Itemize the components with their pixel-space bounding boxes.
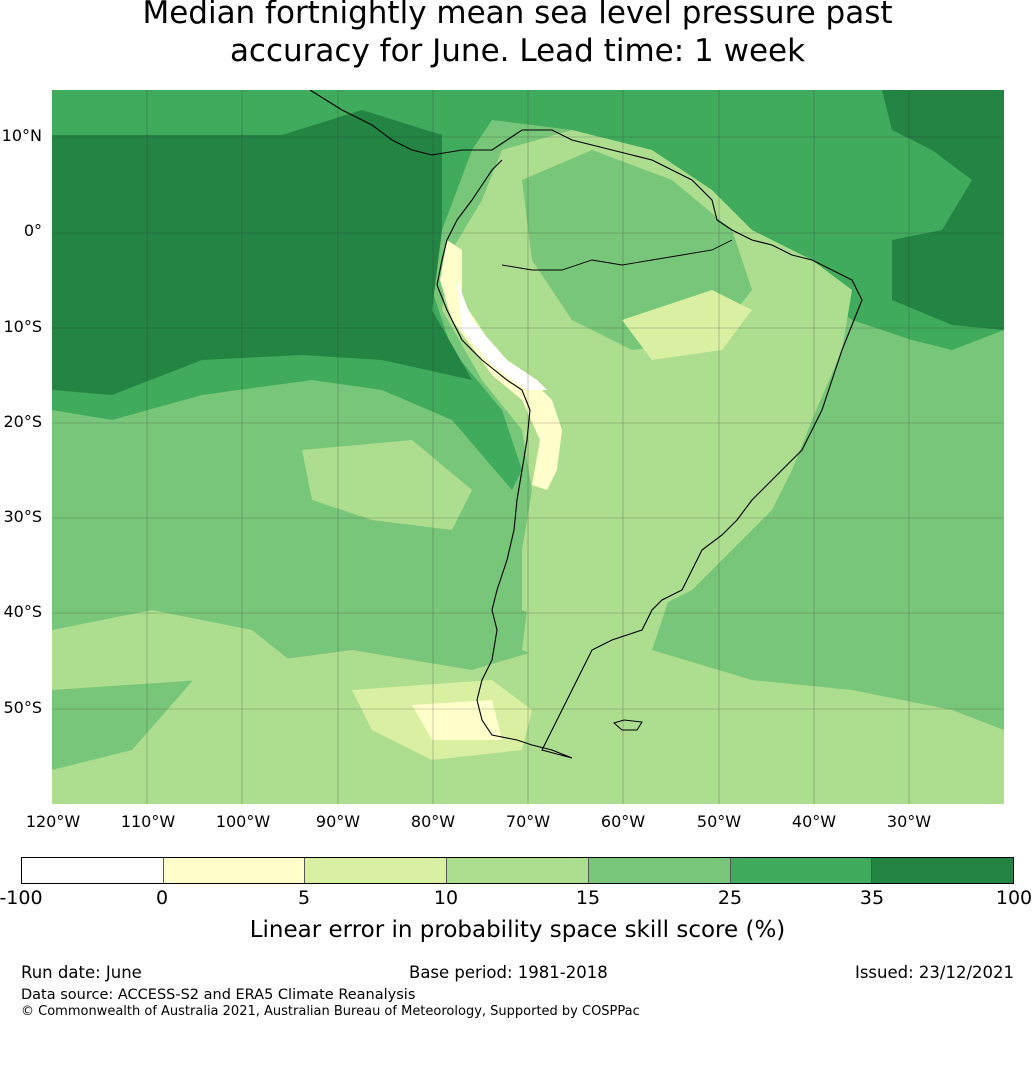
very-high-skill-atlantic xyxy=(882,90,1004,330)
colorbar xyxy=(21,857,1014,884)
lat-label-40s: 40°S xyxy=(3,602,42,621)
lat-label-0: 0° xyxy=(23,221,42,240)
pacific-patch xyxy=(302,440,472,530)
lon-label-120w: 120°W xyxy=(25,812,81,831)
title-line-1: Median fortnightly mean sea level pressu… xyxy=(142,0,893,31)
colorbar-segment xyxy=(22,858,164,883)
run-date: Run date: June xyxy=(21,963,142,982)
colorbar-segment xyxy=(730,858,873,883)
skill-score-map xyxy=(52,90,1004,804)
colorbar-tick: 15 xyxy=(575,887,601,909)
lat-label-50s: 50°S xyxy=(3,698,42,717)
colorbar-segment xyxy=(305,858,448,883)
colorbar-tick: 35 xyxy=(859,887,885,909)
lon-label-110w: 110°W xyxy=(120,812,176,831)
title-line-2: accuracy for June. Lead time: 1 week xyxy=(229,33,806,69)
issued-date: Issued: 23/12/2021 xyxy=(854,963,1014,982)
lon-label-80w: 80°W xyxy=(410,812,456,831)
map-title: Median fortnightly mean sea level pressu… xyxy=(0,0,1035,70)
falkland-islands xyxy=(612,719,643,731)
copyright: © Commonwealth of Australia 2021, Austra… xyxy=(21,1004,640,1019)
lat-label-30s: 30°S xyxy=(3,507,42,526)
coastline xyxy=(309,90,863,759)
lat-label-10n: 10°N xyxy=(1,126,42,145)
lon-label-90w: 90°W xyxy=(315,812,361,831)
south-pacific-patch xyxy=(52,610,302,690)
lon-label-40w: 40°W xyxy=(791,812,837,831)
graticule xyxy=(52,90,1004,804)
lon-label-70w: 70°W xyxy=(505,812,551,831)
colorbar-tick: 25 xyxy=(717,887,743,909)
very-high-skill-pacific xyxy=(52,110,472,395)
colorbar-tick: 100 xyxy=(995,887,1033,909)
patagonia-patch xyxy=(522,560,672,670)
data-source: Data source: ACCESS-S2 and ERA5 Climate … xyxy=(21,987,416,1003)
colorbar-label: Linear error in probability space skill … xyxy=(249,917,786,943)
colorbar-tick: 5 xyxy=(297,887,311,909)
colorbar-segment xyxy=(588,858,731,883)
lat-label-20s: 20°S xyxy=(3,412,42,431)
andes-lowest-skill xyxy=(457,280,547,390)
base-period: Base period: 1981-2018 xyxy=(409,963,608,982)
lat-label-10s: 10°S xyxy=(3,317,42,336)
central-brazil-patch xyxy=(622,290,752,360)
lon-label-50w: 50°W xyxy=(696,812,742,831)
colorbar-tick: 0 xyxy=(155,887,169,909)
colorbar-tick: -100 xyxy=(0,887,43,909)
amazon-river xyxy=(501,239,733,271)
lon-label-100w: 100°W xyxy=(215,812,271,831)
colorbar-segment xyxy=(447,858,589,883)
colorbar-segment xyxy=(163,858,306,883)
colorbar-tick: 10 xyxy=(433,887,459,909)
colorbar-segment xyxy=(872,858,1014,883)
lon-label-30w: 30°W xyxy=(886,812,932,831)
lon-label-60w: 60°W xyxy=(600,812,646,831)
map-svg xyxy=(52,90,1004,804)
